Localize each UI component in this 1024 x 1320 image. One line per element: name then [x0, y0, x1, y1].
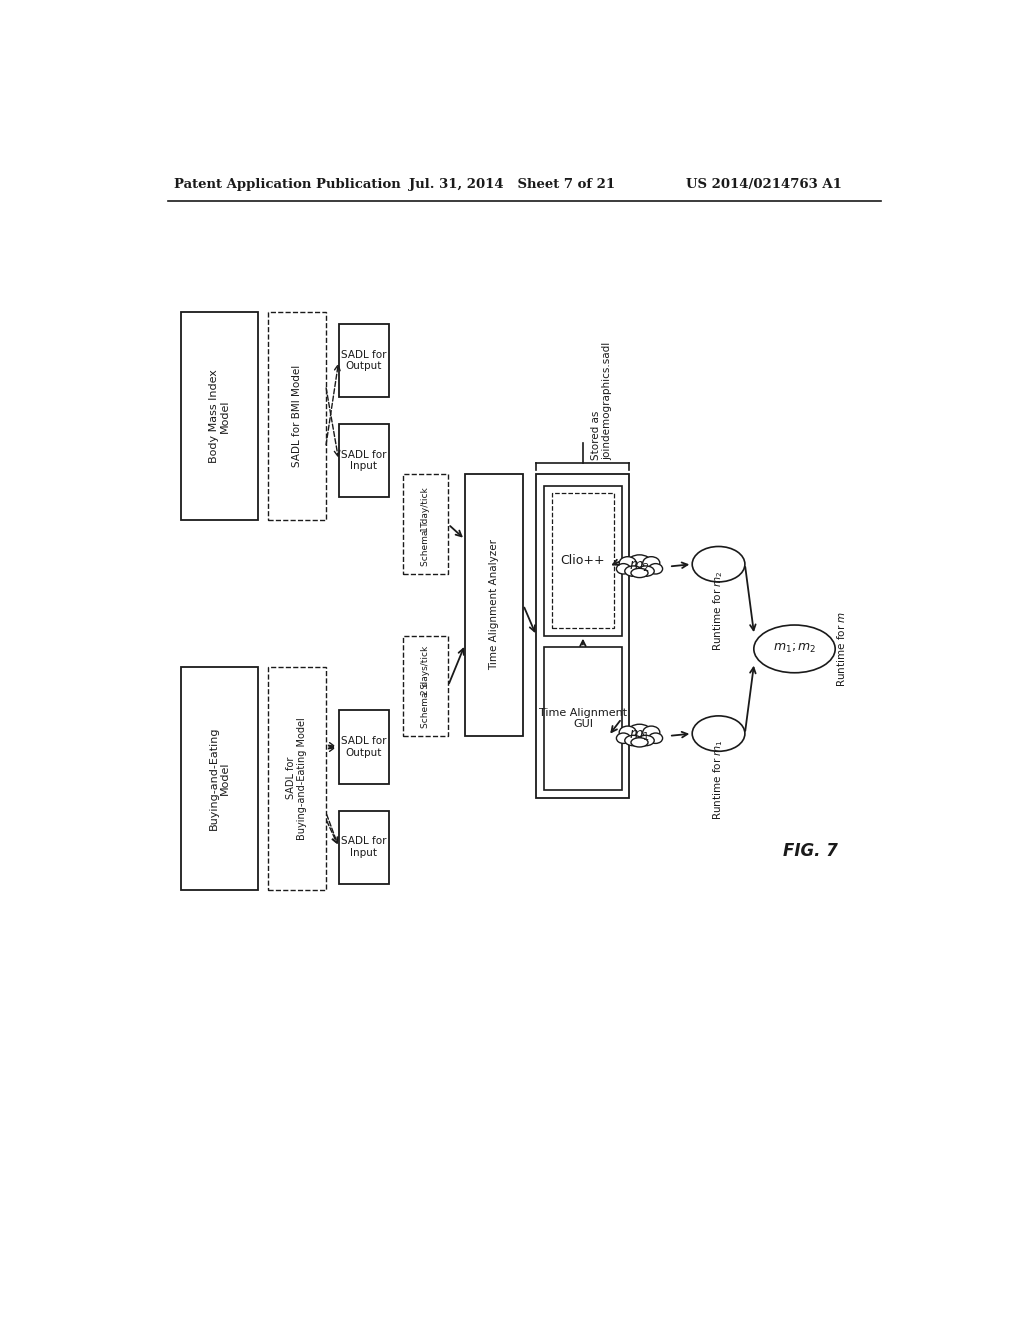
Text: Buying-and-Eating
Model: Buying-and-Eating Model [209, 726, 230, 830]
Ellipse shape [637, 735, 654, 746]
Ellipse shape [648, 564, 663, 574]
Bar [403, 474, 449, 574]
Text: SADL for
Input: SADL for Input [341, 450, 387, 471]
Ellipse shape [625, 566, 642, 577]
Ellipse shape [616, 733, 631, 743]
Ellipse shape [631, 738, 648, 747]
Ellipse shape [620, 557, 636, 569]
Bar [544, 486, 622, 636]
Text: Runtime for $m$: Runtime for $m$ [835, 611, 847, 686]
Ellipse shape [620, 726, 636, 739]
Bar [180, 313, 258, 520]
Ellipse shape [631, 569, 648, 578]
Bar [465, 474, 523, 737]
Text: Patent Application Publication: Patent Application Publication [174, 178, 401, 191]
Bar [339, 710, 389, 784]
Ellipse shape [628, 554, 651, 570]
Ellipse shape [616, 564, 631, 574]
Text: Body Mass Index
Model: Body Mass Index Model [209, 370, 230, 463]
Text: Runtime for $m_1$: Runtime for $m_1$ [712, 739, 725, 820]
Bar [537, 474, 630, 797]
Text: SADL for BMI Model: SADL for BMI Model [292, 366, 301, 467]
Bar [544, 647, 622, 789]
Text: $m_1; m_2$: $m_1; m_2$ [773, 643, 816, 656]
Text: SADL for
Buying-and-Eating Model: SADL for Buying-and-Eating Model [286, 717, 307, 840]
Text: $m_1$: $m_1$ [629, 729, 650, 743]
Text: Schema S: Schema S [421, 684, 430, 729]
Bar [267, 667, 326, 890]
Text: 2 days/tick: 2 days/tick [421, 647, 430, 696]
Text: 1 day/tick: 1 day/tick [421, 487, 430, 532]
Text: Runtime for $m_2$: Runtime for $m_2$ [712, 570, 725, 651]
Ellipse shape [637, 566, 654, 577]
Ellipse shape [643, 557, 659, 569]
Ellipse shape [643, 726, 659, 739]
Text: Schema T: Schema T [421, 521, 430, 566]
Ellipse shape [754, 626, 836, 673]
Ellipse shape [692, 546, 744, 582]
Bar [339, 323, 389, 397]
Text: Jul. 31, 2014   Sheet 7 of 21: Jul. 31, 2014 Sheet 7 of 21 [409, 178, 614, 191]
Ellipse shape [625, 735, 642, 746]
Text: US 2014/0214763 A1: US 2014/0214763 A1 [686, 178, 842, 191]
Text: Clio++: Clio++ [560, 554, 605, 568]
Text: Time Alignment
GUI: Time Alignment GUI [539, 708, 627, 730]
Ellipse shape [648, 733, 663, 743]
Text: SADL for
Input: SADL for Input [341, 837, 387, 858]
Text: $m_2$: $m_2$ [629, 560, 650, 574]
Text: Stored as
joindemographics.sadl: Stored as joindemographics.sadl [591, 342, 612, 461]
Text: SADL for
Output: SADL for Output [341, 350, 387, 371]
Ellipse shape [692, 715, 744, 751]
Bar [267, 313, 326, 520]
Text: Time Alignment Analyzer: Time Alignment Analyzer [489, 540, 499, 671]
Text: SADL for
Output: SADL for Output [341, 737, 387, 758]
Bar [403, 636, 449, 737]
Bar [552, 494, 614, 628]
Bar [180, 667, 258, 890]
Ellipse shape [628, 725, 651, 739]
Bar [339, 424, 389, 498]
Text: FIG. 7: FIG. 7 [782, 842, 838, 861]
Bar [339, 810, 389, 884]
